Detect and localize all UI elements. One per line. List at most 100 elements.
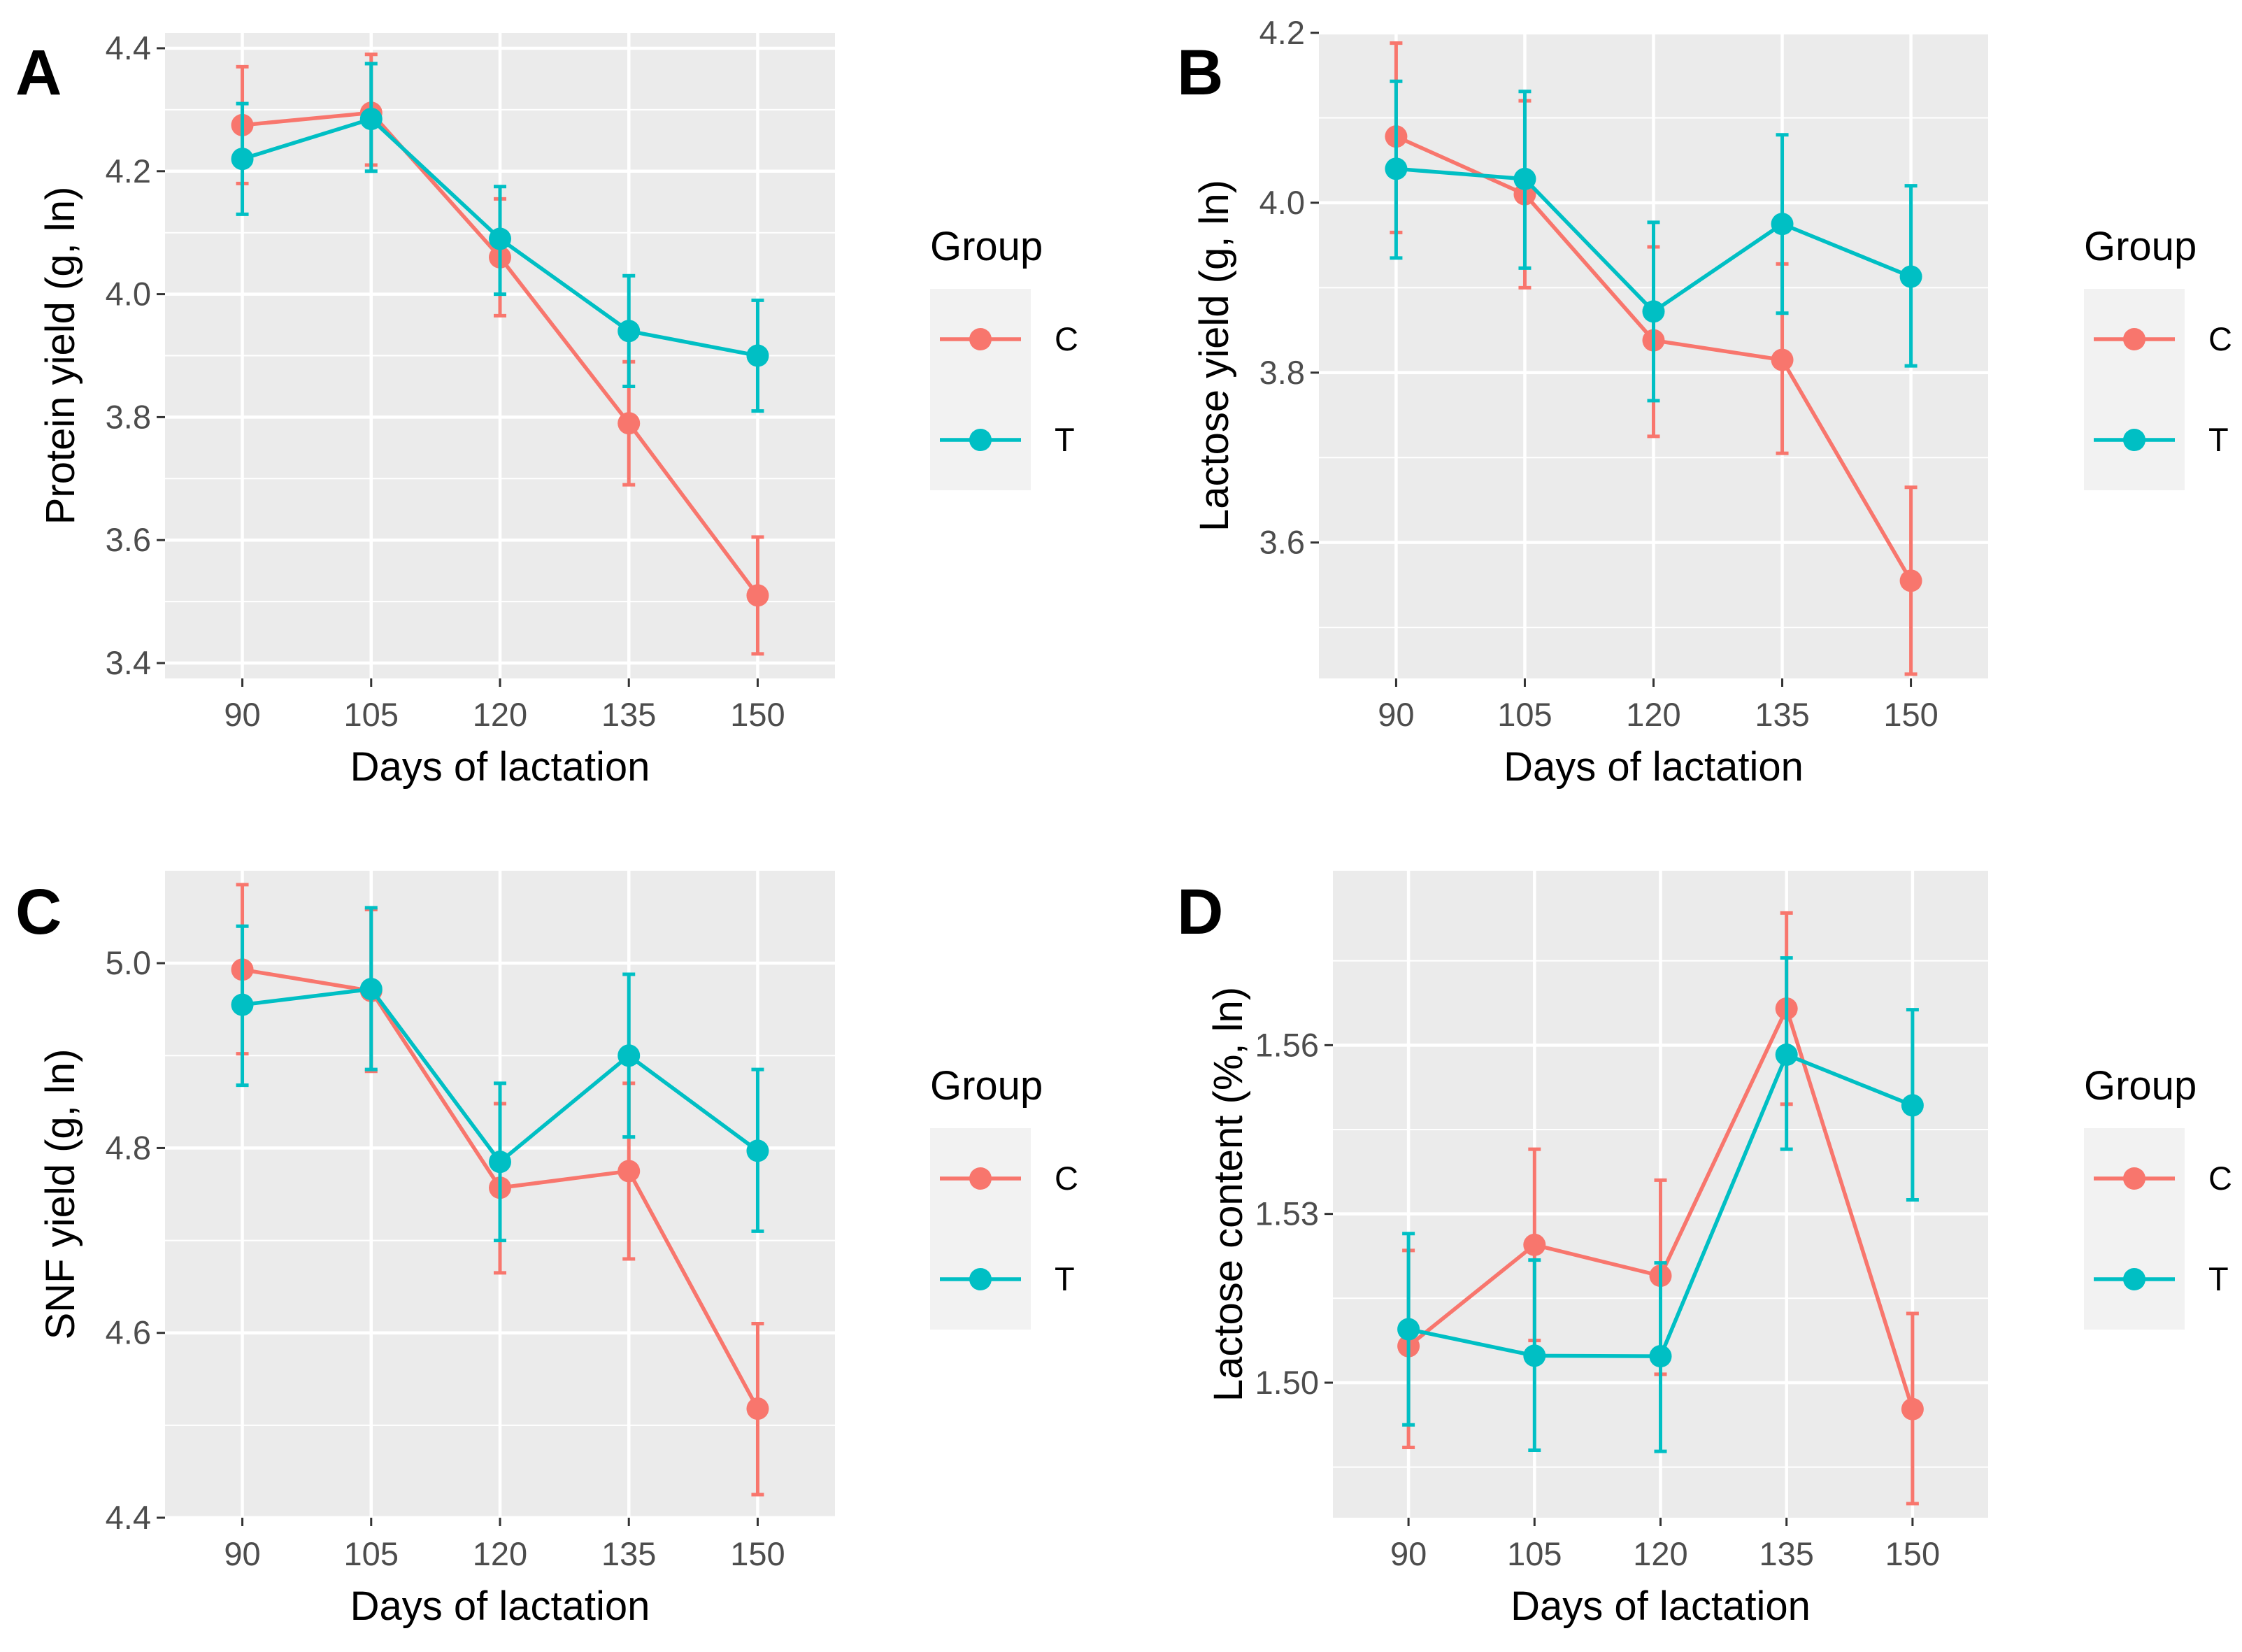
x-tick-label: 135 bbox=[601, 1535, 656, 1572]
x-tick-label: 150 bbox=[730, 1535, 785, 1572]
x-tick-label: 105 bbox=[1497, 696, 1552, 733]
y-axis-title: Protein yield (g, ln) bbox=[38, 187, 83, 525]
y-tick-label: 4.2 bbox=[106, 152, 151, 190]
panel-A: 3.4 3.6 3.8 4.0 4.2 4.4 90 105 120 135 150 Days of … bbox=[15, 29, 1078, 790]
data-point bbox=[1901, 1094, 1924, 1117]
legend: Group C T bbox=[930, 224, 1078, 490]
legend-key-point bbox=[969, 1167, 992, 1190]
data-point bbox=[617, 412, 641, 435]
data-point bbox=[231, 148, 254, 171]
y-tick-label: 3.6 bbox=[1259, 524, 1305, 561]
data-point bbox=[1642, 300, 1665, 323]
series-T bbox=[231, 906, 769, 1243]
data-point bbox=[1385, 157, 1408, 180]
x-axis-title: Days of lactation bbox=[1504, 744, 1804, 790]
y-tick-label: 4.8 bbox=[106, 1129, 151, 1166]
legend: Group C T bbox=[930, 1063, 1078, 1330]
x-tick-label: 90 bbox=[1378, 696, 1414, 733]
y-tick-label: 4.4 bbox=[106, 29, 151, 66]
y-tick-label: 4.4 bbox=[106, 1499, 151, 1536]
x-tick-label: 120 bbox=[1633, 1535, 1687, 1572]
series-T bbox=[1397, 956, 1924, 1453]
legend-label: T bbox=[2208, 1260, 2229, 1297]
legend-key-point bbox=[969, 328, 992, 350]
data-point bbox=[1397, 1318, 1420, 1341]
legend-label: C bbox=[1055, 320, 1078, 357]
legend-label: T bbox=[1055, 1260, 1075, 1297]
legend-title: Group bbox=[2084, 224, 2197, 269]
data-point bbox=[1899, 569, 1922, 592]
data-point bbox=[1649, 1345, 1672, 1368]
data-point bbox=[746, 584, 769, 607]
y-tick-label: 3.4 bbox=[106, 644, 151, 681]
series-T bbox=[1385, 79, 1922, 403]
legend-label: C bbox=[1055, 1160, 1078, 1197]
legend-label: T bbox=[1055, 421, 1075, 458]
y-axis-title: Lactose yield (g, ln) bbox=[1192, 180, 1237, 532]
data-point bbox=[359, 108, 383, 131]
data-point bbox=[746, 1397, 769, 1420]
legend-title: Group bbox=[930, 1063, 1043, 1109]
series-T bbox=[231, 62, 769, 413]
x-tick-label: 120 bbox=[473, 696, 527, 733]
legend: Group C T bbox=[2084, 1063, 2232, 1330]
x-tick-label: 135 bbox=[1755, 696, 1809, 733]
data-point bbox=[1513, 167, 1536, 190]
x-tick-label: 150 bbox=[1883, 696, 1938, 733]
legend-label: C bbox=[2208, 320, 2232, 357]
x-tick-label: 150 bbox=[1885, 1535, 1940, 1572]
data-point bbox=[1899, 265, 1922, 288]
legend-label: T bbox=[2208, 421, 2229, 458]
legend-key-point bbox=[2123, 1268, 2145, 1290]
y-tick-label: 4.0 bbox=[106, 276, 151, 313]
legend-key-point bbox=[969, 429, 992, 451]
data-point bbox=[489, 227, 511, 250]
data-point bbox=[231, 993, 254, 1016]
data-point bbox=[1771, 213, 1794, 236]
x-tick-label: 105 bbox=[344, 1535, 399, 1572]
panel-D: 1.50 1.53 1.56 90 105 120 135 150 Days of lactat… bbox=[1177, 871, 2232, 1629]
y-axis-title: Lactose content (%, ln) bbox=[1206, 987, 1251, 1402]
x-tick-label: 105 bbox=[344, 696, 399, 733]
y-tick-label: 1.50 bbox=[1255, 1364, 1319, 1401]
y-tick-label: 4.6 bbox=[106, 1314, 151, 1351]
legend-key-point bbox=[2123, 429, 2145, 451]
x-axis-title: Days of lactation bbox=[350, 744, 650, 790]
data-point bbox=[617, 320, 641, 343]
legend-key-point bbox=[969, 1268, 992, 1290]
data-point bbox=[1775, 1044, 1798, 1067]
y-axis-title: SNF yield (g, ln) bbox=[38, 1049, 83, 1340]
panel-letter: A bbox=[15, 37, 62, 108]
x-tick-label: 90 bbox=[1390, 1535, 1427, 1572]
y-tick-label: 4.2 bbox=[1259, 14, 1305, 51]
panel-letter: B bbox=[1177, 37, 1223, 108]
panel-letter: D bbox=[1177, 876, 1223, 948]
data-point bbox=[1523, 1233, 1546, 1256]
data-point bbox=[746, 1139, 769, 1162]
x-tick-label: 120 bbox=[473, 1535, 527, 1572]
x-tick-label: 135 bbox=[601, 696, 656, 733]
x-tick-label: 90 bbox=[224, 1535, 260, 1572]
panel-letter: C bbox=[15, 876, 62, 948]
x-tick-label: 150 bbox=[730, 696, 785, 733]
y-tick-label: 3.6 bbox=[106, 521, 151, 558]
x-tick-label: 105 bbox=[1507, 1535, 1562, 1572]
x-tick-label: 135 bbox=[1759, 1535, 1813, 1572]
legend: Group C T bbox=[2084, 224, 2232, 490]
data-point bbox=[1523, 1344, 1546, 1367]
data-point bbox=[617, 1160, 641, 1183]
panel-C: 4.4 4.6 4.8 5.0 90 105 120 135 150 Days of lactat… bbox=[15, 871, 1078, 1629]
data-point bbox=[1901, 1397, 1924, 1420]
y-tick-label: 1.56 bbox=[1255, 1026, 1319, 1063]
x-axis-title: Days of lactation bbox=[1511, 1583, 1811, 1629]
data-point bbox=[359, 978, 383, 1001]
x-tick-label: 90 bbox=[224, 696, 260, 733]
data-point bbox=[746, 344, 769, 367]
data-point bbox=[1771, 348, 1794, 371]
data-point bbox=[617, 1044, 641, 1067]
y-tick-label: 5.0 bbox=[106, 944, 151, 981]
legend-label: C bbox=[2208, 1160, 2232, 1197]
y-tick-label: 3.8 bbox=[106, 398, 151, 435]
legend-title: Group bbox=[2084, 1063, 2197, 1109]
